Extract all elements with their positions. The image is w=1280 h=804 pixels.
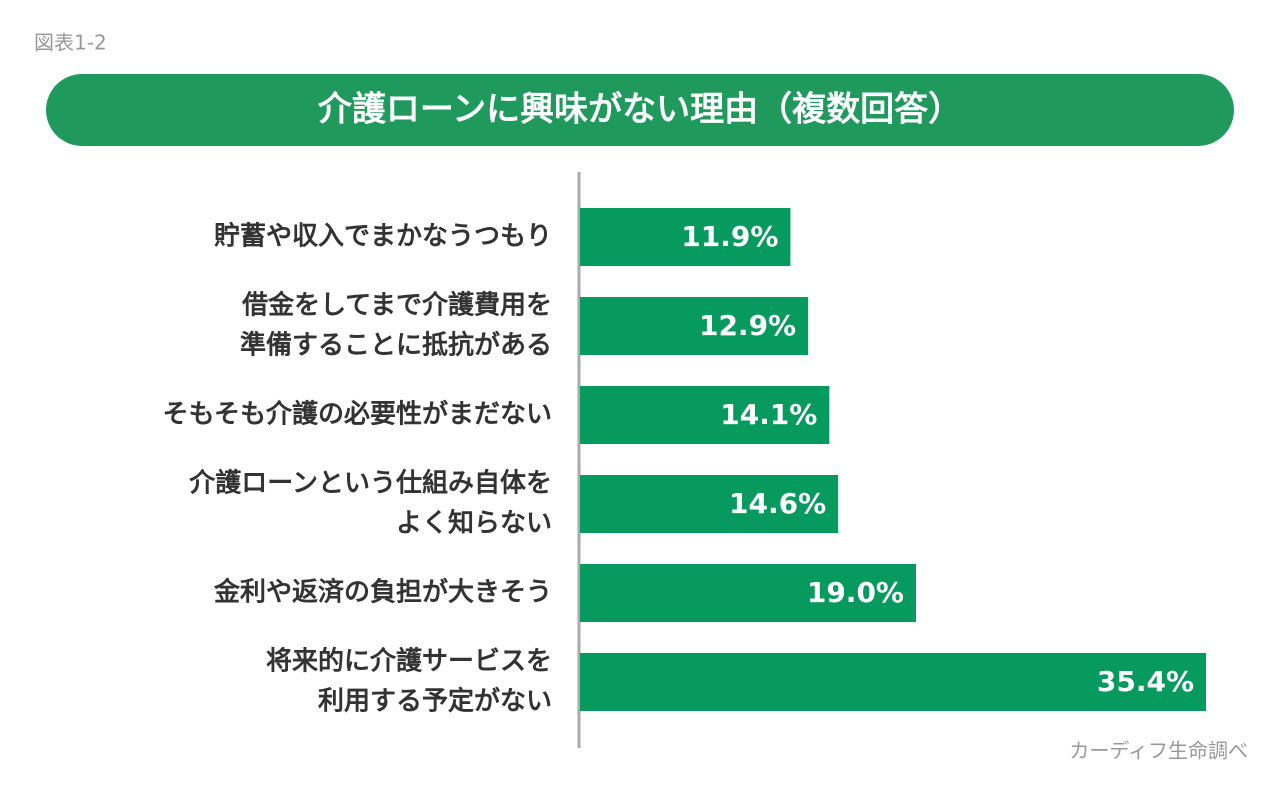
bar [580,653,1206,711]
value-label: 14.6% [729,487,826,520]
value-label: 12.9% [699,309,796,342]
bar [580,475,839,533]
category-label: 借金をしてまで介護費用を [241,290,552,321]
title-banner [46,74,1234,146]
value-label: 14.1% [720,398,817,431]
category-label: よく知らない [396,509,552,539]
figure-label: 図表1-2 [34,31,107,55]
category-label: 金利や返済の負担が大きそう [213,577,552,608]
value-label: 19.0% [807,576,904,609]
category-label: 将来的に介護サービスを [266,646,552,677]
category-label: 準備することに抵抗がある [240,330,552,361]
category-label: 介護ローンという仕組み自体を [188,468,552,499]
category-label: 貯蓄や収入でまかなうつもり [214,221,552,252]
bar [580,208,791,266]
category-label: 利用する予定がない [318,686,552,717]
bar [580,564,916,622]
bar [580,386,830,444]
value-label: 11.9% [681,220,778,253]
source-note: カーディフ生命調べ [1069,739,1248,763]
bar [580,297,809,355]
chart-title: 介護ローンに興味がない理由（複数回答） [318,90,962,130]
value-label: 35.4% [1097,665,1194,698]
category-label: そもそも介護の必要性がまだない [163,399,552,430]
